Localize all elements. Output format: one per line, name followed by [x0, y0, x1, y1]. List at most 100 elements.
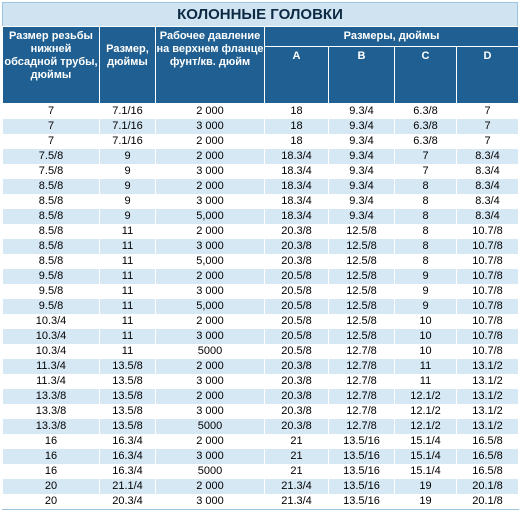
cell-dim-d: 8.3/4: [455, 149, 520, 164]
cell-thread-size: 8.5/8: [2, 179, 100, 194]
cell-dim-b: 12.5/8: [328, 269, 395, 284]
cell-dim-d: 10.7/8: [455, 314, 520, 329]
cell-dim-d: 10.7/8: [455, 254, 520, 269]
cell-pressure: 2 000: [155, 179, 265, 194]
cell-dim-c: 9: [394, 299, 457, 314]
cell-pressure: 3 000: [155, 164, 265, 179]
table-body: 7 7.1/16 2 000 18 9.3/4 6.3/8 7 7 7.1/16 3 000 18 9…: [2, 103, 520, 510]
header-dim-c: C: [394, 46, 457, 104]
cell-thread-size: 16: [2, 449, 100, 464]
table-row: 11.3/4 13.5/8 3 000 20.3/8 12.7/8 11 13.1/2: [2, 374, 520, 389]
cell-dim-b: 12.7/8: [328, 404, 395, 419]
cell-dim-d: 10.7/8: [455, 224, 520, 239]
cell-dim-b: 12.7/8: [328, 374, 395, 389]
cell-pressure: 5000: [155, 419, 265, 434]
cell-dim-c: 11: [394, 374, 457, 389]
cell-pressure: 3 000: [155, 194, 265, 209]
table-row: 7.5/8 9 2 000 18.3/4 9.3/4 7 8.3/4: [2, 149, 520, 164]
cell-dim-b: 12.5/8: [328, 314, 395, 329]
cell-size: 7.1/16: [99, 119, 156, 134]
cell-dim-b: 12.5/8: [328, 284, 395, 299]
cell-pressure: 5000: [155, 464, 265, 479]
header-pressure: Рабочее давление на верхнем фланце фунт/…: [155, 26, 265, 104]
cell-thread-size: 13.3/8: [2, 389, 100, 404]
table-row: 8.5/8 11 5,000 20.3/8 12.5/8 8 10.7/8: [2, 254, 520, 269]
cell-dim-b: 12.7/8: [328, 419, 395, 434]
cell-dim-c: 8: [394, 224, 457, 239]
cell-dim-d: 20.1/8: [455, 479, 520, 494]
cell-size: 21.1/4: [99, 479, 156, 494]
cell-size: 9: [99, 209, 156, 224]
cell-dim-b: 13.5/16: [328, 464, 395, 479]
table-row: 8.5/8 9 5,000 18.3/4 9.3/4 8 8.3/4: [2, 209, 520, 224]
cell-size: 11: [99, 344, 156, 359]
cell-dim-d: 13.1/2: [455, 359, 520, 374]
cell-thread-size: 8.5/8: [2, 194, 100, 209]
cell-dim-b: 12.5/8: [328, 299, 395, 314]
cell-size: 9: [99, 149, 156, 164]
table-row: 9.5/8 11 2 000 20.5/8 12.5/8 9 10.7/8: [2, 269, 520, 284]
casing-heads-table: Размер резьбы нижней обсадной трубы, дюй…: [2, 25, 520, 510]
table-row: 7.5/8 9 3 000 18.3/4 9.3/4 7 8.3/4: [2, 164, 520, 179]
cell-dim-a: 21: [264, 449, 329, 464]
cell-dim-d: 13.1/2: [455, 404, 520, 419]
cell-thread-size: 9.5/8: [2, 269, 100, 284]
cell-pressure: 5,000: [155, 209, 265, 224]
table-row: 10.3/4 11 2 000 20.5/8 12.5/8 10 10.7/8: [2, 314, 520, 329]
table-row: 7 7.1/16 3 000 18 9.3/4 6.3/8 7: [2, 119, 520, 134]
cell-dim-a: 18.3/4: [264, 209, 329, 224]
header-dim-b: B: [328, 46, 395, 104]
table-title: КОЛОННЫЕ ГОЛОВКИ: [2, 2, 518, 26]
cell-dim-d: 16.5/8: [455, 449, 520, 464]
cell-dim-d: 10.7/8: [455, 269, 520, 284]
cell-dim-b: 9.3/4: [328, 179, 395, 194]
table-header: Размер резьбы нижней обсадной трубы, дюй…: [2, 25, 520, 104]
cell-dim-c: 7: [394, 149, 457, 164]
cell-dim-a: 21: [264, 434, 329, 449]
cell-dim-b: 9.3/4: [328, 164, 395, 179]
cell-pressure: 3 000: [155, 494, 265, 510]
cell-dim-c: 15.1/4: [394, 464, 457, 479]
cell-dim-a: 20.3/8: [264, 224, 329, 239]
header-thread-size: Размер резьбы нижней обсадной трубы, дюй…: [2, 26, 100, 104]
cell-thread-size: 20: [2, 479, 100, 494]
cell-pressure: 3 000: [155, 119, 265, 134]
cell-dim-a: 20.3/8: [264, 404, 329, 419]
cell-thread-size: 8.5/8: [2, 209, 100, 224]
header-dim-d: D: [455, 46, 520, 104]
cell-thread-size: 10.3/4: [2, 344, 100, 359]
cell-size: 16.3/4: [99, 464, 156, 479]
table-row: 11.3/4 13.5/8 2 000 20.3/8 12.7/8 11 13.1/2: [2, 359, 520, 374]
cell-dim-a: 18: [264, 119, 329, 134]
cell-dim-b: 12.5/8: [328, 224, 395, 239]
cell-dim-c: 8: [394, 209, 457, 224]
cell-pressure: 2 000: [155, 314, 265, 329]
cell-pressure: 3 000: [155, 284, 265, 299]
cell-dim-c: 15.1/4: [394, 449, 457, 464]
cell-dim-d: 13.1/2: [455, 374, 520, 389]
cell-dim-c: 12.1/2: [394, 419, 457, 434]
cell-thread-size: 11.3/4: [2, 374, 100, 389]
cell-dim-a: 20.3/8: [264, 389, 329, 404]
cell-dim-d: 20.1/8: [455, 494, 520, 510]
cell-thread-size: 7: [2, 134, 100, 149]
cell-dim-b: 9.3/4: [328, 209, 395, 224]
cell-dim-d: 13.1/2: [455, 389, 520, 404]
cell-pressure: 3 000: [155, 374, 265, 389]
cell-dim-a: 21.3/4: [264, 479, 329, 494]
cell-dim-d: 16.5/8: [455, 434, 520, 449]
table-row: 10.3/4 11 5000 20.5/8 12.7/8 10 10.7/8: [2, 344, 520, 359]
cell-dim-b: 12.5/8: [328, 239, 395, 254]
cell-size: 11: [99, 254, 156, 269]
cell-thread-size: 16: [2, 434, 100, 449]
cell-thread-size: 8.5/8: [2, 224, 100, 239]
cell-dim-a: 18.3/4: [264, 194, 329, 209]
cell-dim-b: 12.5/8: [328, 254, 395, 269]
cell-dim-d: 7: [455, 119, 520, 134]
cell-size: 13.5/8: [99, 359, 156, 374]
cell-pressure: 5000: [155, 344, 265, 359]
cell-size: 9: [99, 194, 156, 209]
cell-dim-c: 10: [394, 344, 457, 359]
cell-dim-b: 12.7/8: [328, 389, 395, 404]
